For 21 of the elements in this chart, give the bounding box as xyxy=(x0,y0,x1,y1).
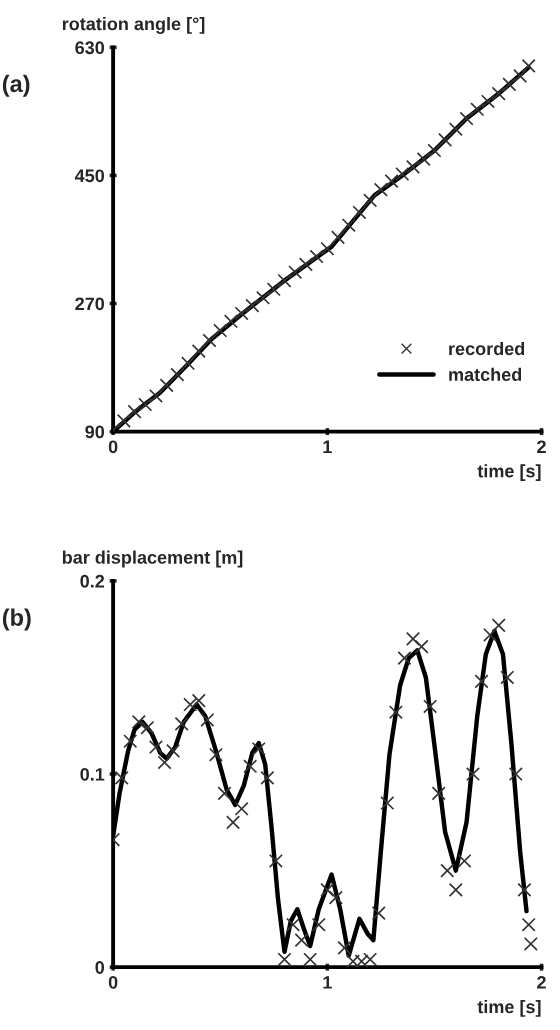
legend-label: recorded xyxy=(449,341,525,356)
x-tick-label: 2 xyxy=(537,440,546,453)
x-tick-label: 1 xyxy=(323,440,332,453)
x-tick-label: 0 xyxy=(108,975,118,989)
x-tick-label: 0 xyxy=(108,440,118,454)
x-tick-label: 2 xyxy=(537,975,546,989)
y-tick-label: 0 xyxy=(95,961,105,974)
y-tick-label: 0.2 xyxy=(80,574,105,588)
y-tick-label: 630 xyxy=(75,41,105,55)
y-tick-label: 90 xyxy=(85,425,105,439)
y-tick-label: 450 xyxy=(74,169,105,183)
y-tick-label: 0.1 xyxy=(80,767,105,781)
text: (a) xyxy=(2,74,30,97)
y-axis-title: rotation angle [°] xyxy=(62,17,205,34)
x-axis-title: time [s] xyxy=(477,464,541,482)
y-axis-title: bar displacement [m] xyxy=(62,550,243,568)
text: (b) xyxy=(2,608,31,631)
y-tick-label: 270 xyxy=(75,297,105,311)
x-tick-label: 1 xyxy=(323,976,332,989)
legend-label: matched xyxy=(449,367,522,382)
x-axis-title: time [s] xyxy=(477,1000,541,1017)
